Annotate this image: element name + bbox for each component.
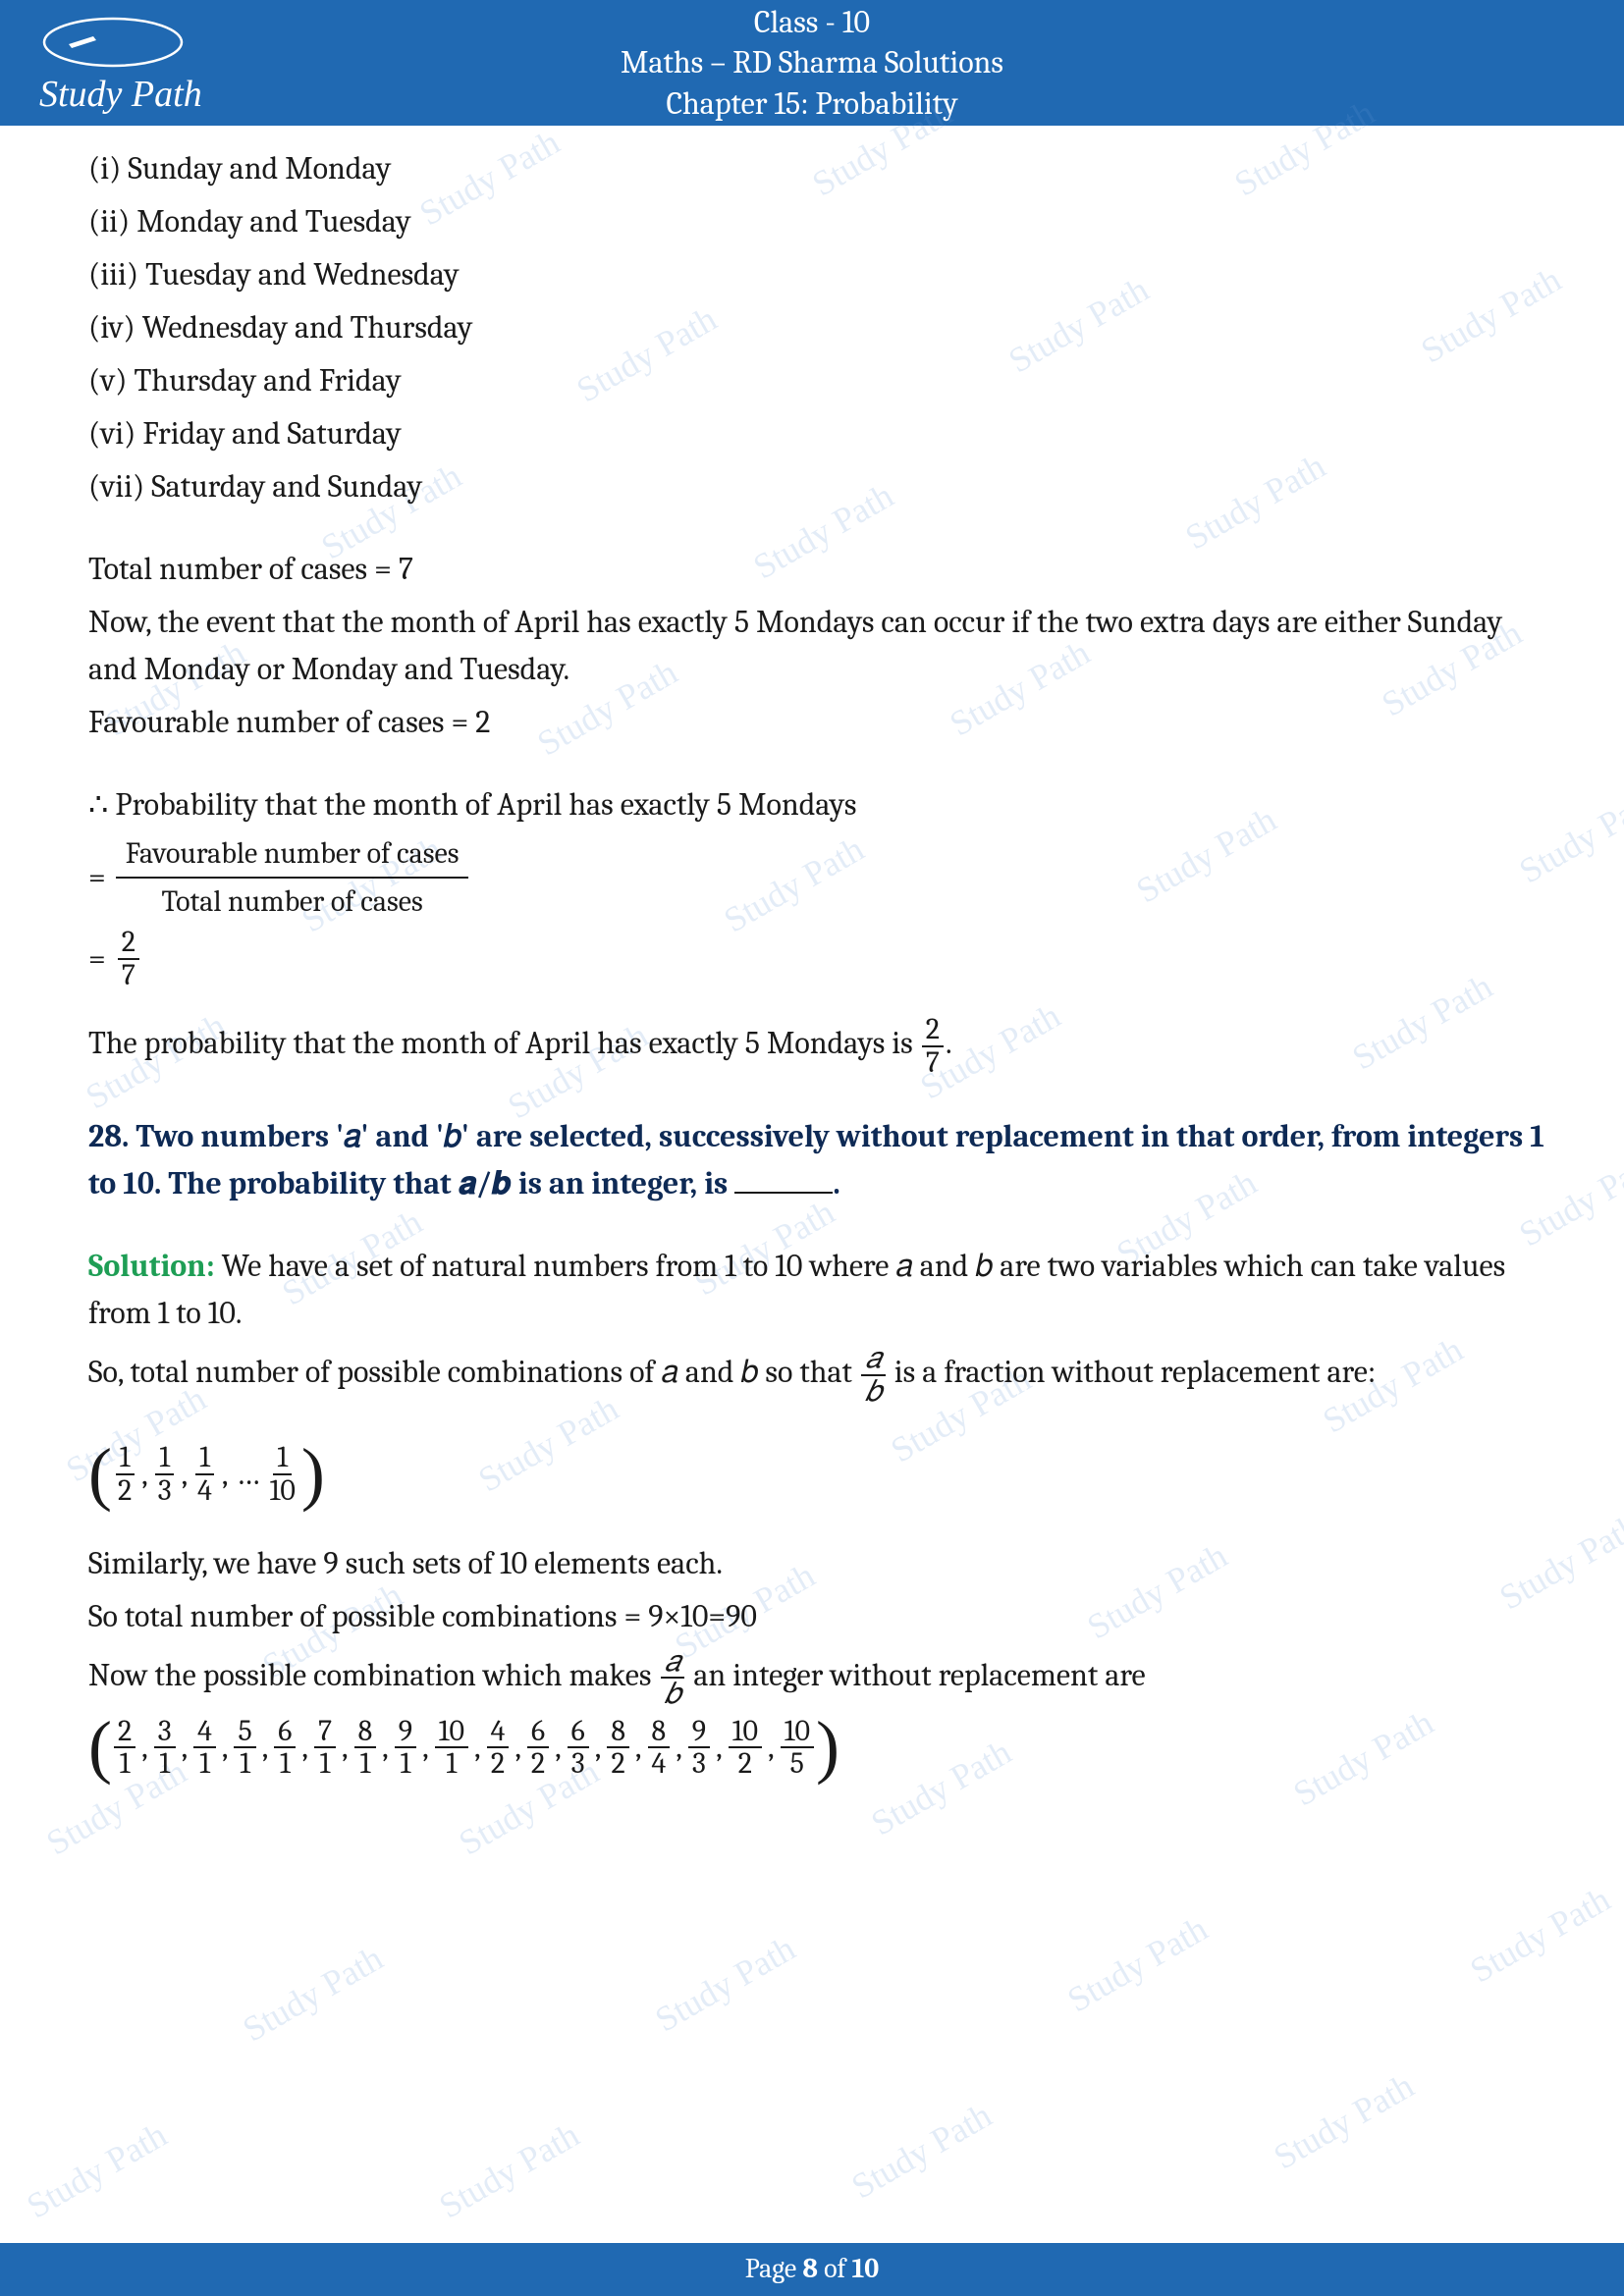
similarly-text: Similarly, we have 9 such sets of 10 ele… bbox=[88, 1540, 1545, 1587]
fraction-set-2: ( 21,31,41,51,61,71,81,91,101,42,62,63,8… bbox=[88, 1716, 839, 1780]
fraction-denominator: 𝑏 bbox=[660, 1679, 684, 1710]
footer-current-page: 8 bbox=[802, 2253, 818, 2284]
watermark-text: Study Path bbox=[20, 2114, 174, 2227]
list-item: (vii) Saturday and Sunday bbox=[88, 463, 1545, 510]
list-item: (iii) Tuesday and Wednesday bbox=[88, 251, 1545, 298]
fraction: Favourable number of cases Total number … bbox=[116, 834, 469, 921]
fraction: 81 bbox=[354, 1716, 377, 1780]
fraction: 𝑎 𝑏 bbox=[861, 1343, 886, 1407]
logo: Study Path bbox=[39, 15, 202, 116]
watermark-text: Study Path bbox=[1060, 1908, 1215, 2021]
fraction: 63 bbox=[568, 1716, 589, 1780]
fraction-denominator: 7 bbox=[118, 960, 139, 991]
now-possible-b: an integer without replacement are bbox=[693, 1657, 1145, 1693]
header-chapter: Chapter 15: Probability bbox=[621, 83, 1003, 125]
solution-label: Solution: bbox=[88, 1248, 215, 1284]
footer-mid: of bbox=[818, 2253, 852, 2284]
blank-line bbox=[734, 1192, 833, 1194]
fraction-numerator: 𝑎 bbox=[861, 1343, 885, 1376]
watermark-text: Study Path bbox=[1463, 1879, 1617, 1992]
watermark-text: Study Path bbox=[236, 1938, 390, 2051]
fraction: 21 bbox=[114, 1716, 135, 1780]
now-possible-a: Now the possible combination which makes bbox=[88, 1657, 658, 1693]
fraction: 102 bbox=[729, 1716, 762, 1780]
fraction: 𝑎 𝑏 bbox=[660, 1646, 684, 1710]
solution-line2: So, total number of possible combination… bbox=[88, 1343, 1545, 1407]
header-titles: Class - 10 Maths – RD Sharma Solutions C… bbox=[621, 2, 1003, 125]
list-item: (ii) Monday and Tuesday bbox=[88, 198, 1545, 245]
total-cases-text: Total number of cases = 7 bbox=[88, 546, 1545, 593]
fraction-numerator: 2 bbox=[118, 927, 139, 960]
question-28: 28. Two numbers '𝑎' and '𝑏' are selected… bbox=[88, 1113, 1545, 1207]
page-content: (i) Sunday and Monday (ii) Monday and Tu… bbox=[0, 126, 1624, 1823]
fraction: 2 7 bbox=[118, 927, 139, 990]
conclusion-text: The probability that the month of April … bbox=[88, 1014, 1545, 1078]
fraction: 31 bbox=[154, 1716, 176, 1780]
watermark-text: Study Path bbox=[432, 2114, 586, 2227]
fav-cases-text: Favourable number of cases = 2 bbox=[88, 699, 1545, 746]
so-total-text: So total number of possible combinations… bbox=[88, 1593, 1545, 1640]
fraction: 61 bbox=[274, 1716, 296, 1780]
fraction-set-1: ( 12, 13, 14, … 110 ) bbox=[88, 1442, 325, 1506]
q28-text: 28. Two numbers '𝑎' and '𝑏' are selected… bbox=[88, 1118, 1544, 1201]
sol-line2b: is a fraction without replacement are: bbox=[894, 1354, 1376, 1390]
fraction: 42 bbox=[487, 1716, 510, 1780]
solution-block: Solution: We have a set of natural numbe… bbox=[88, 1243, 1545, 1337]
fraction: 71 bbox=[314, 1716, 336, 1780]
fraction: 105 bbox=[781, 1716, 814, 1780]
conclusion-pre: The probability that the month of April … bbox=[88, 1025, 920, 1061]
watermark-text: Study Path bbox=[844, 2095, 999, 2208]
page-header: Study Path Class - 10 Maths – RD Sharma … bbox=[0, 0, 1624, 126]
fraction: 91 bbox=[395, 1716, 416, 1780]
equation-line: = 2 7 bbox=[88, 927, 1545, 990]
logo-text: Study Path bbox=[39, 73, 202, 116]
fraction: 51 bbox=[234, 1716, 255, 1780]
fraction: 82 bbox=[607, 1716, 629, 1780]
watermark-text: Study Path bbox=[1267, 2065, 1421, 2178]
page-footer: Page 8 of 10 bbox=[0, 2243, 1624, 2296]
logo-icon bbox=[39, 15, 187, 69]
now-event-text: Now, the event that the month of April h… bbox=[88, 599, 1545, 693]
footer-pre: Page bbox=[745, 2253, 803, 2284]
fraction: 93 bbox=[688, 1716, 710, 1780]
now-possible-text: Now the possible combination which makes… bbox=[88, 1646, 1545, 1710]
fraction-numerator: Favourable number of cases bbox=[116, 834, 469, 879]
fraction: 101 bbox=[435, 1716, 468, 1780]
therefore-text: ∴ Probability that the month of April ha… bbox=[88, 781, 1545, 828]
fraction-denominator: 𝑏 bbox=[861, 1376, 886, 1408]
list-item: (vi) Friday and Saturday bbox=[88, 410, 1545, 457]
fraction-numerator: 2 bbox=[922, 1014, 944, 1047]
fraction-denominator: 7 bbox=[922, 1047, 944, 1079]
fraction-denominator: Total number of cases bbox=[151, 879, 432, 921]
fraction: 2 7 bbox=[922, 1014, 944, 1078]
fraction: 62 bbox=[527, 1716, 549, 1780]
watermark-text: Study Path bbox=[648, 1928, 802, 2041]
header-class: Class - 10 bbox=[621, 2, 1003, 43]
fraction: 84 bbox=[647, 1716, 670, 1780]
fraction-numerator: 𝑎 bbox=[661, 1646, 684, 1680]
footer-total-pages: 10 bbox=[851, 2253, 879, 2284]
list-item: (v) Thursday and Friday bbox=[88, 357, 1545, 404]
fraction: 41 bbox=[193, 1716, 216, 1780]
fraction-list-2: 21,31,41,51,61,71,81,91,101,42,62,63,82,… bbox=[112, 1716, 816, 1780]
sol-line2a: So, total number of possible combination… bbox=[88, 1354, 859, 1390]
equation-line: = Favourable number of cases Total numbe… bbox=[88, 834, 1545, 921]
list-item: (iv) Wednesday and Thursday bbox=[88, 304, 1545, 351]
list-item: (i) Sunday and Monday bbox=[88, 145, 1545, 192]
period: . bbox=[946, 1025, 952, 1061]
header-book: Maths – RD Sharma Solutions bbox=[621, 42, 1003, 83]
solution-line1: We have a set of natural numbers from 1 … bbox=[88, 1248, 1505, 1331]
